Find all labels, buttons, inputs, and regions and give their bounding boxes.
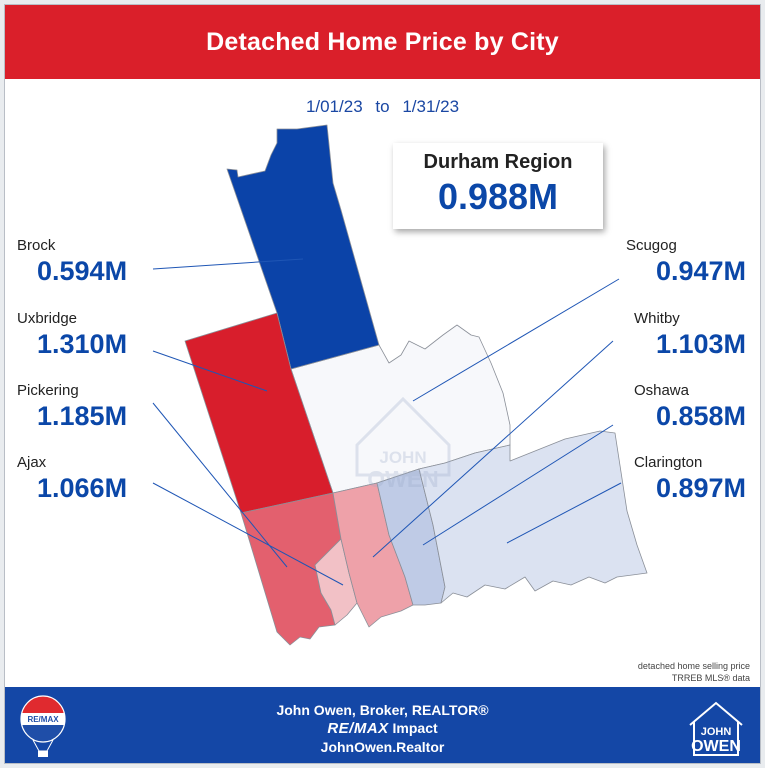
remax-logo-text: RE/MAX	[27, 715, 59, 724]
source-line1: detached home selling price	[637, 661, 750, 671]
leader-scugog	[412, 278, 620, 402]
footer-agent: John Owen, Broker, REALTOR®	[276, 702, 489, 718]
label-brock: Brock 0.594M	[17, 237, 127, 287]
city-name: Ajax	[17, 454, 47, 471]
leader-uxbridge	[152, 350, 268, 392]
label-pickering: Pickering 1.185M	[17, 382, 127, 432]
region-brock	[226, 124, 380, 370]
leader-pickering	[152, 402, 288, 568]
page-title: Detached Home Price by City	[206, 27, 559, 56]
region-total-card: Durham Region 0.988M	[393, 143, 603, 229]
label-ajax: Ajax 1.066M	[17, 454, 127, 504]
city-value: 1.185M	[37, 401, 128, 431]
date-range: 1/01/23 to 1/31/23	[5, 97, 760, 117]
date-separator: to	[375, 97, 390, 116]
city-name: Uxbridge	[17, 310, 78, 327]
city-value: 0.947M	[655, 256, 746, 286]
region-value: 0.988M	[437, 176, 559, 217]
city-value: 1.310M	[37, 329, 128, 359]
watermark-line1: JOHN	[379, 448, 426, 467]
footer-contact: John Owen, Broker, REALTOR® RE/MAX Impac…	[5, 701, 760, 756]
source-line2: TRREB MLS® data	[671, 673, 750, 683]
label-oshawa: Oshawa 0.858M	[634, 382, 746, 432]
logo-line2: OWEN	[691, 738, 741, 755]
city-name: Pickering	[17, 382, 79, 399]
watermark-logo: JOHN OWEN	[355, 396, 451, 492]
remax-balloon-icon: RE/MAX	[20, 695, 66, 757]
city-name: Clarington	[633, 454, 703, 471]
city-name: Whitby	[633, 310, 680, 327]
leader-ajax	[152, 482, 344, 586]
source-note: detached home selling price TRREB MLS® d…	[638, 660, 750, 684]
label-uxbridge: Uxbridge 1.310M	[17, 310, 127, 360]
date-start: 1/01/23	[305, 97, 363, 116]
footer-bar: RE/MAX John Owen, Broker, REALTOR® RE/MA…	[5, 687, 760, 763]
city-value: 0.594M	[37, 256, 128, 286]
leader-brock	[152, 258, 304, 270]
date-end: 1/31/23	[402, 97, 460, 116]
header-bar: Detached Home Price by City	[5, 5, 760, 79]
durham-region-map: JOHN OWEN	[152, 124, 648, 646]
region-uxbridge	[184, 312, 334, 514]
john-owen-house-logo: JOHN OWEN	[689, 701, 743, 756]
footer-brand-suffix: Impact	[392, 720, 438, 736]
region-clarington	[418, 430, 648, 604]
label-scugog: Scugog 0.947M	[626, 237, 746, 287]
leader-whitby	[372, 340, 614, 558]
city-value: 0.858M	[655, 401, 746, 431]
city-name: Oshawa	[633, 382, 689, 399]
infographic-frame: Detached Home Price by City 1/01/23 to 1…	[4, 4, 761, 764]
leader-clarington	[506, 482, 622, 544]
watermark-line2: OWEN	[367, 466, 439, 492]
city-value: 0.897M	[655, 473, 746, 503]
city-value: 1.066M	[37, 473, 128, 503]
region-name: Durham Region	[423, 151, 573, 173]
label-whitby: Whitby 1.103M	[634, 310, 746, 360]
footer-brand: RE/MAX	[327, 720, 389, 737]
leader-oshawa	[422, 424, 614, 546]
logo-line1: JOHN	[701, 726, 732, 738]
city-value: 1.103M	[655, 329, 746, 359]
label-clarington: Clarington 0.897M	[634, 454, 746, 504]
footer-website[interactable]: JohnOwen.Realtor	[320, 739, 445, 755]
city-name: Scugog	[625, 237, 677, 254]
city-name: Brock	[17, 237, 56, 254]
